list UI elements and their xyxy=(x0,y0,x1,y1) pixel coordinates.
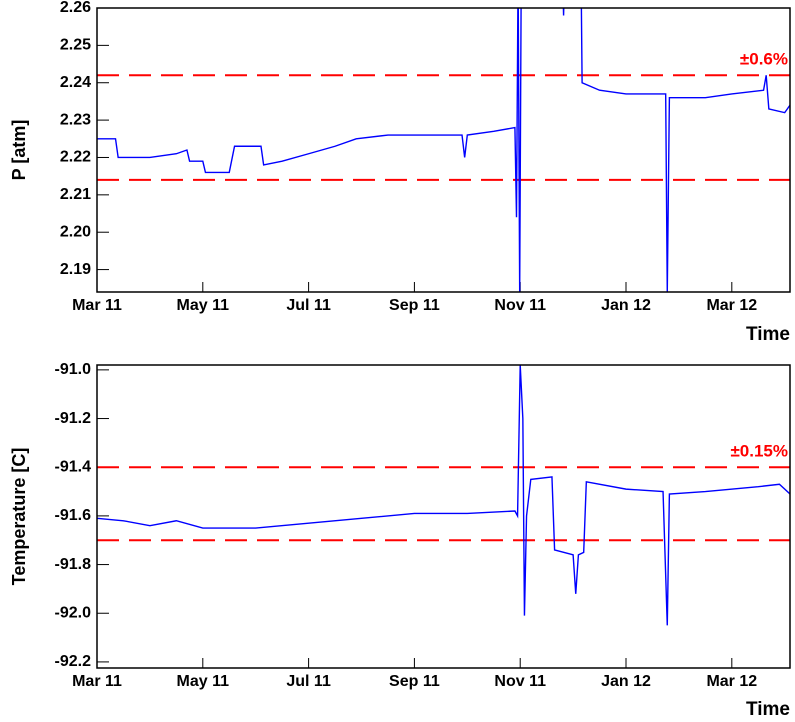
y-tick-label: -91.0 xyxy=(55,361,92,378)
y-tick-label: 2.19 xyxy=(60,261,91,278)
annotation: ±0.15% xyxy=(730,441,788,460)
x-tick-label: Sep 11 xyxy=(389,297,440,314)
y-tick-label: 2.20 xyxy=(60,223,91,240)
x-tick-label: Nov 11 xyxy=(494,673,546,690)
annotation: ±0.6% xyxy=(740,49,788,68)
x-tick-label: Mar 12 xyxy=(706,297,757,314)
y-axis-label: Temperature [C] xyxy=(9,448,29,586)
y-tick-label: -91.6 xyxy=(55,507,92,524)
x-tick-label: Jul 11 xyxy=(286,673,331,690)
x-tick-label: Mar 12 xyxy=(706,673,757,690)
x-tick-label: Nov 11 xyxy=(494,297,546,314)
y-tick-label: 2.23 xyxy=(60,111,91,128)
y-tick-label: -91.2 xyxy=(55,410,92,427)
y-tick-label: 2.22 xyxy=(60,149,91,166)
x-tick-label: Jul 11 xyxy=(286,297,331,314)
plot-frame xyxy=(96,364,791,669)
x-axis-label: Time xyxy=(746,699,790,720)
x-axis-label: Time xyxy=(746,324,790,345)
x-tick-label: Jan 12 xyxy=(601,673,651,690)
y-tick-label: -91.4 xyxy=(55,458,92,475)
y-tick-label: 2.24 xyxy=(60,74,91,91)
y-tick-label: 2.25 xyxy=(60,37,91,54)
y-tick-label: 2.21 xyxy=(60,186,91,203)
y-tick-label: -91.8 xyxy=(55,556,92,573)
plot-frame xyxy=(96,7,791,293)
x-tick-label: Mar 11 xyxy=(72,297,122,314)
x-tick-label: Sep 11 xyxy=(389,673,440,690)
y-tick-label: 2.26 xyxy=(60,0,91,16)
y-tick-label: -92.0 xyxy=(55,604,92,621)
data-line xyxy=(97,8,790,292)
data-line xyxy=(97,365,790,626)
x-tick-label: May 11 xyxy=(177,673,230,690)
x-tick-label: May 11 xyxy=(177,297,230,314)
y-tick-label: -92.2 xyxy=(55,653,92,670)
x-tick-label: Mar 11 xyxy=(72,673,122,690)
y-axis-label: P [atm] xyxy=(9,120,29,181)
x-tick-label: Jan 12 xyxy=(601,297,651,314)
